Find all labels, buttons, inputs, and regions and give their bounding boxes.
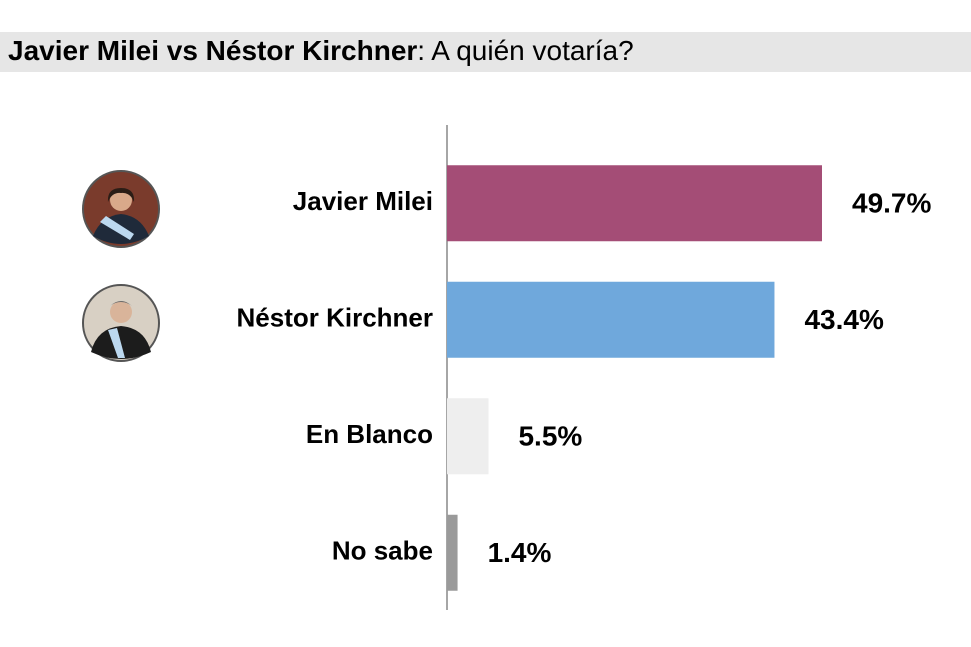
bar <box>447 514 458 591</box>
bar <box>447 165 822 242</box>
value-label: 49.7% <box>852 188 931 219</box>
value-label: 5.5% <box>518 421 582 452</box>
photo-milei <box>82 170 160 248</box>
photo-kirchner <box>82 284 160 362</box>
value-label: 43.4% <box>804 304 883 335</box>
category-label: Javier Milei <box>293 186 433 216</box>
bar <box>447 281 775 358</box>
title-question: : A quién votaría? <box>417 35 633 66</box>
category-label: Néstor Kirchner <box>237 303 434 333</box>
title-main: Javier Milei vs Néstor Kirchner <box>8 35 417 66</box>
bar <box>447 398 489 475</box>
category-label: En Blanco <box>306 419 433 449</box>
category-label: No sabe <box>332 536 433 566</box>
value-label: 1.4% <box>488 537 552 568</box>
title-band <box>0 32 971 72</box>
chart-title: Javier Milei vs Néstor Kirchner: A quién… <box>8 35 634 66</box>
